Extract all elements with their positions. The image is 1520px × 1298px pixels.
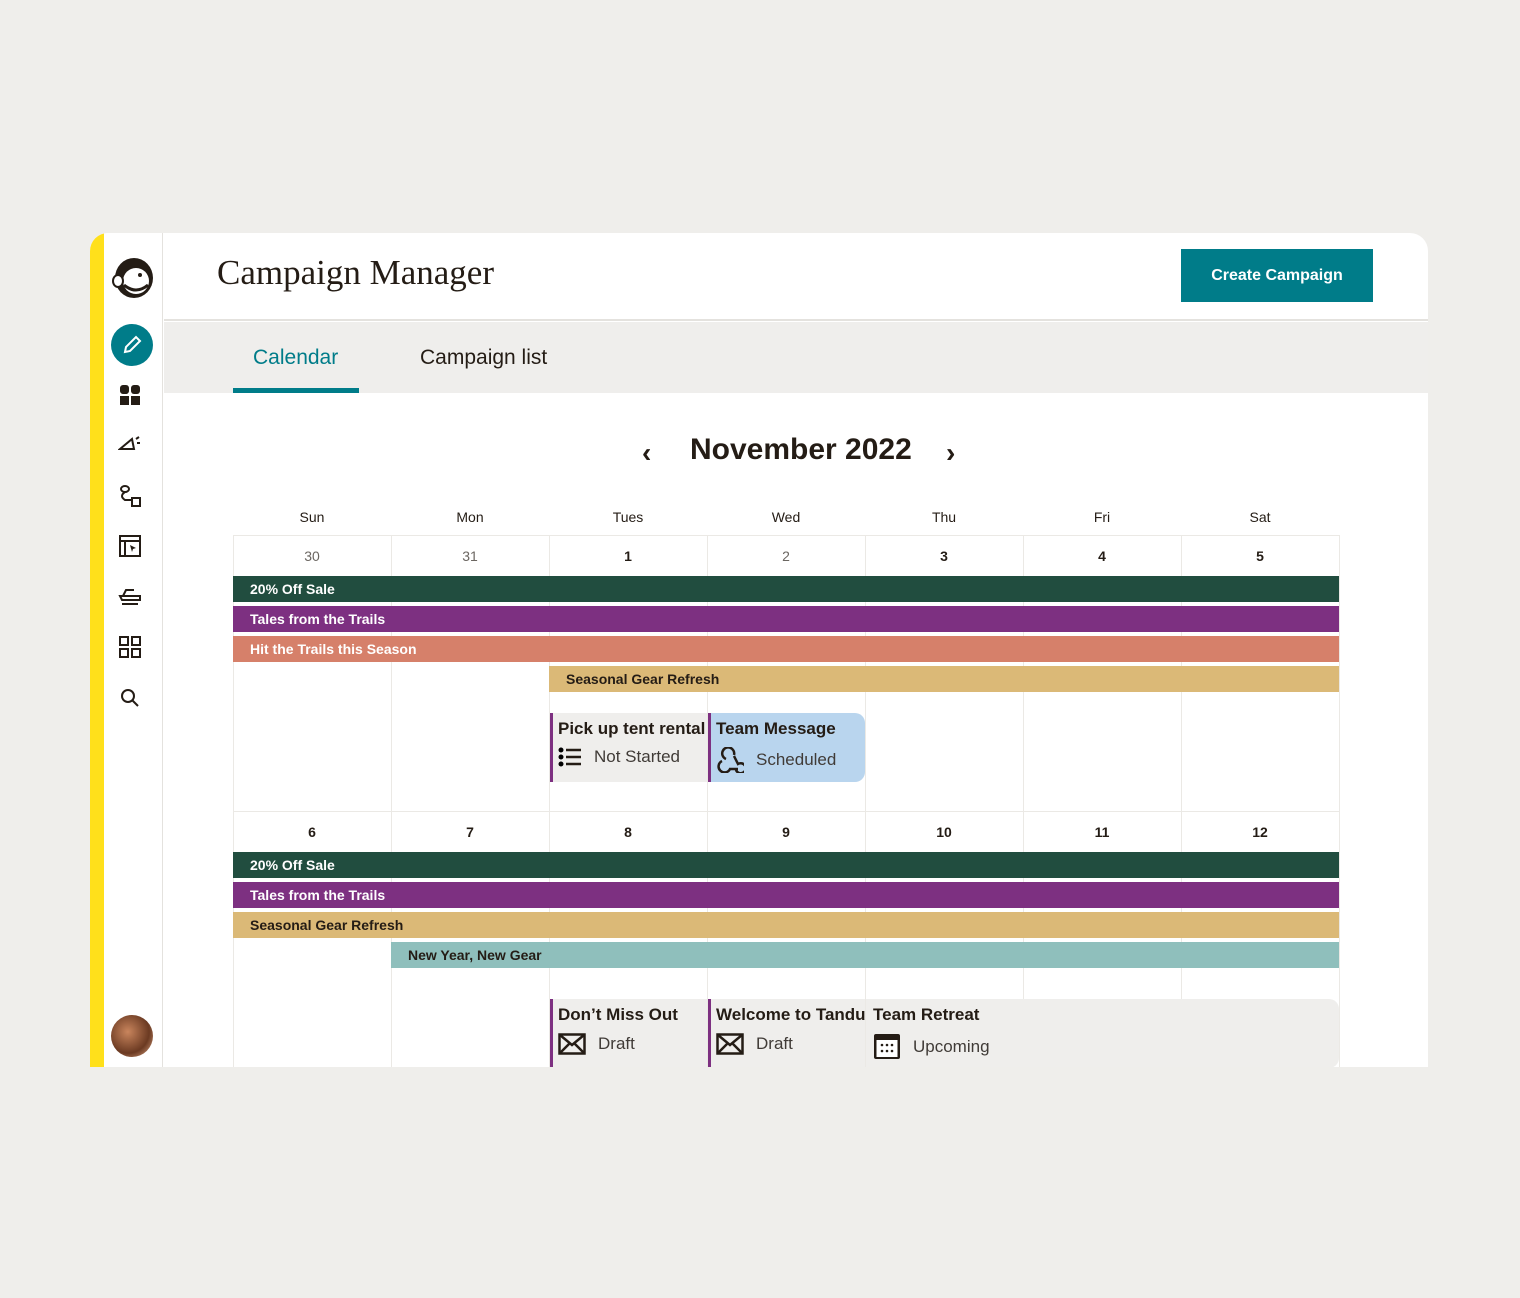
campaign-bar[interactable]: 20% Off Sale	[233, 576, 1339, 602]
prev-month-button[interactable]: ‹	[642, 437, 652, 468]
date-number[interactable]: 7	[466, 824, 474, 840]
event-card[interactable]: Team Retreat Upcoming	[866, 999, 1339, 1067]
mailchimp-logo[interactable]	[109, 251, 157, 301]
megaphone-icon[interactable]	[118, 433, 142, 457]
day-of-week-label: Thu	[931, 509, 957, 525]
campaign-bar[interactable]: Hit the Trails this Season	[233, 636, 1339, 662]
event-name: Pick up tent rental	[558, 719, 706, 738]
column-divider	[1023, 535, 1024, 1067]
list-icon	[558, 747, 582, 767]
search-icon[interactable]	[118, 686, 142, 710]
date-number[interactable]: 9	[782, 824, 790, 840]
event-status: Not Started	[558, 747, 707, 767]
campaign-bar[interactable]: Tales from the Trails	[233, 606, 1339, 632]
day-of-week-label: Mon	[456, 509, 484, 525]
app-window: Campaign Manager Create Campaign Calenda…	[90, 233, 1428, 1067]
date-number[interactable]: 30	[304, 548, 320, 564]
event-status: Upcoming	[873, 1033, 1339, 1060]
date-number[interactable]: 4	[1098, 548, 1106, 564]
day-of-week-label: Sun	[299, 509, 325, 525]
column-divider	[549, 535, 550, 1067]
calendar-icon	[873, 1033, 901, 1060]
event-status-label: Draft	[756, 1034, 793, 1053]
automation-icon[interactable]	[118, 484, 142, 508]
date-number[interactable]: 3	[940, 548, 948, 564]
date-number[interactable]: 6	[308, 824, 316, 840]
campaign-bar[interactable]: Seasonal Gear Refresh	[233, 912, 1339, 938]
pencil-icon[interactable]	[111, 324, 153, 366]
avatar[interactable]	[111, 1015, 153, 1057]
envelope-icon	[716, 1033, 744, 1055]
date-number[interactable]: 11	[1094, 824, 1110, 840]
column-divider	[707, 535, 708, 1067]
event-card[interactable]: Welcome to Tandu Draft	[708, 999, 866, 1067]
month-title: November 2022	[690, 433, 912, 466]
integrations-icon[interactable]	[118, 584, 142, 608]
event-name: Don’t Miss Out	[558, 1005, 678, 1024]
calendar-grid: Sun Mon Tues Wed Thu Fri Sat 30 31 1 2 3 4 5 20% Off S…	[233, 509, 1340, 1067]
create-campaign-button[interactable]: Create Campaign	[1181, 249, 1373, 302]
event-status: Draft	[558, 1033, 707, 1055]
date-number[interactable]: 1	[624, 548, 632, 564]
sidebar	[104, 233, 163, 1067]
date-number[interactable]: 31	[462, 548, 478, 564]
event-status-label: Not Started	[594, 747, 680, 766]
tab-campaign-list[interactable]: Campaign list	[420, 346, 548, 369]
audience-icon[interactable]	[118, 383, 142, 407]
date-number[interactable]: 8	[624, 824, 632, 840]
tab-calendar[interactable]: Calendar	[253, 346, 339, 369]
week-divider	[233, 535, 1339, 536]
event-card[interactable]: Don’t Miss Out Draft	[550, 999, 707, 1067]
event-status: Scheduled	[716, 747, 865, 773]
event-name: Team Message	[716, 719, 836, 738]
date-number[interactable]: 12	[1252, 824, 1268, 840]
active-tab-indicator	[233, 388, 359, 393]
website-icon[interactable]	[118, 534, 142, 558]
grid-icon[interactable]	[118, 635, 142, 659]
next-month-button[interactable]: ›	[946, 437, 956, 468]
event-name: Welcome to Tandu	[716, 1005, 866, 1024]
event-status-label: Draft	[598, 1034, 635, 1053]
event-status: Draft	[716, 1033, 865, 1055]
event-card[interactable]: Pick up tent rental Not Started	[550, 713, 707, 782]
column-divider	[391, 535, 392, 1067]
tab-bar: Calendar Campaign list	[164, 322, 1428, 393]
page-title: Campaign Manager	[217, 253, 494, 292]
campaign-bar[interactable]: Seasonal Gear Refresh	[549, 666, 1339, 692]
event-card[interactable]: Team Message Scheduled	[708, 713, 865, 782]
week-divider	[233, 811, 1339, 812]
brand-stripe	[90, 233, 104, 1067]
envelope-icon	[558, 1033, 586, 1055]
date-number[interactable]: 2	[782, 548, 790, 564]
webhook-icon	[716, 747, 744, 773]
day-of-week-label: Tues	[612, 509, 644, 525]
date-number[interactable]: 10	[936, 824, 952, 840]
event-name: Team Retreat	[873, 1005, 980, 1024]
column-divider	[1181, 535, 1182, 1067]
day-of-week-label: Sat	[1249, 509, 1271, 525]
campaign-bar[interactable]: New Year, New Gear	[391, 942, 1339, 968]
column-divider	[865, 535, 866, 1067]
header: Campaign Manager Create Campaign	[164, 233, 1428, 321]
column-divider	[233, 535, 234, 1067]
campaign-bar[interactable]: 20% Off Sale	[233, 852, 1339, 878]
day-of-week-label: Wed	[771, 509, 801, 525]
column-divider	[1339, 535, 1340, 1067]
event-status-label: Upcoming	[913, 1036, 990, 1056]
event-status-label: Scheduled	[756, 750, 837, 769]
date-number[interactable]: 5	[1256, 548, 1264, 564]
campaign-bar[interactable]: Tales from the Trails	[233, 882, 1339, 908]
day-of-week-label: Fri	[1093, 509, 1111, 525]
